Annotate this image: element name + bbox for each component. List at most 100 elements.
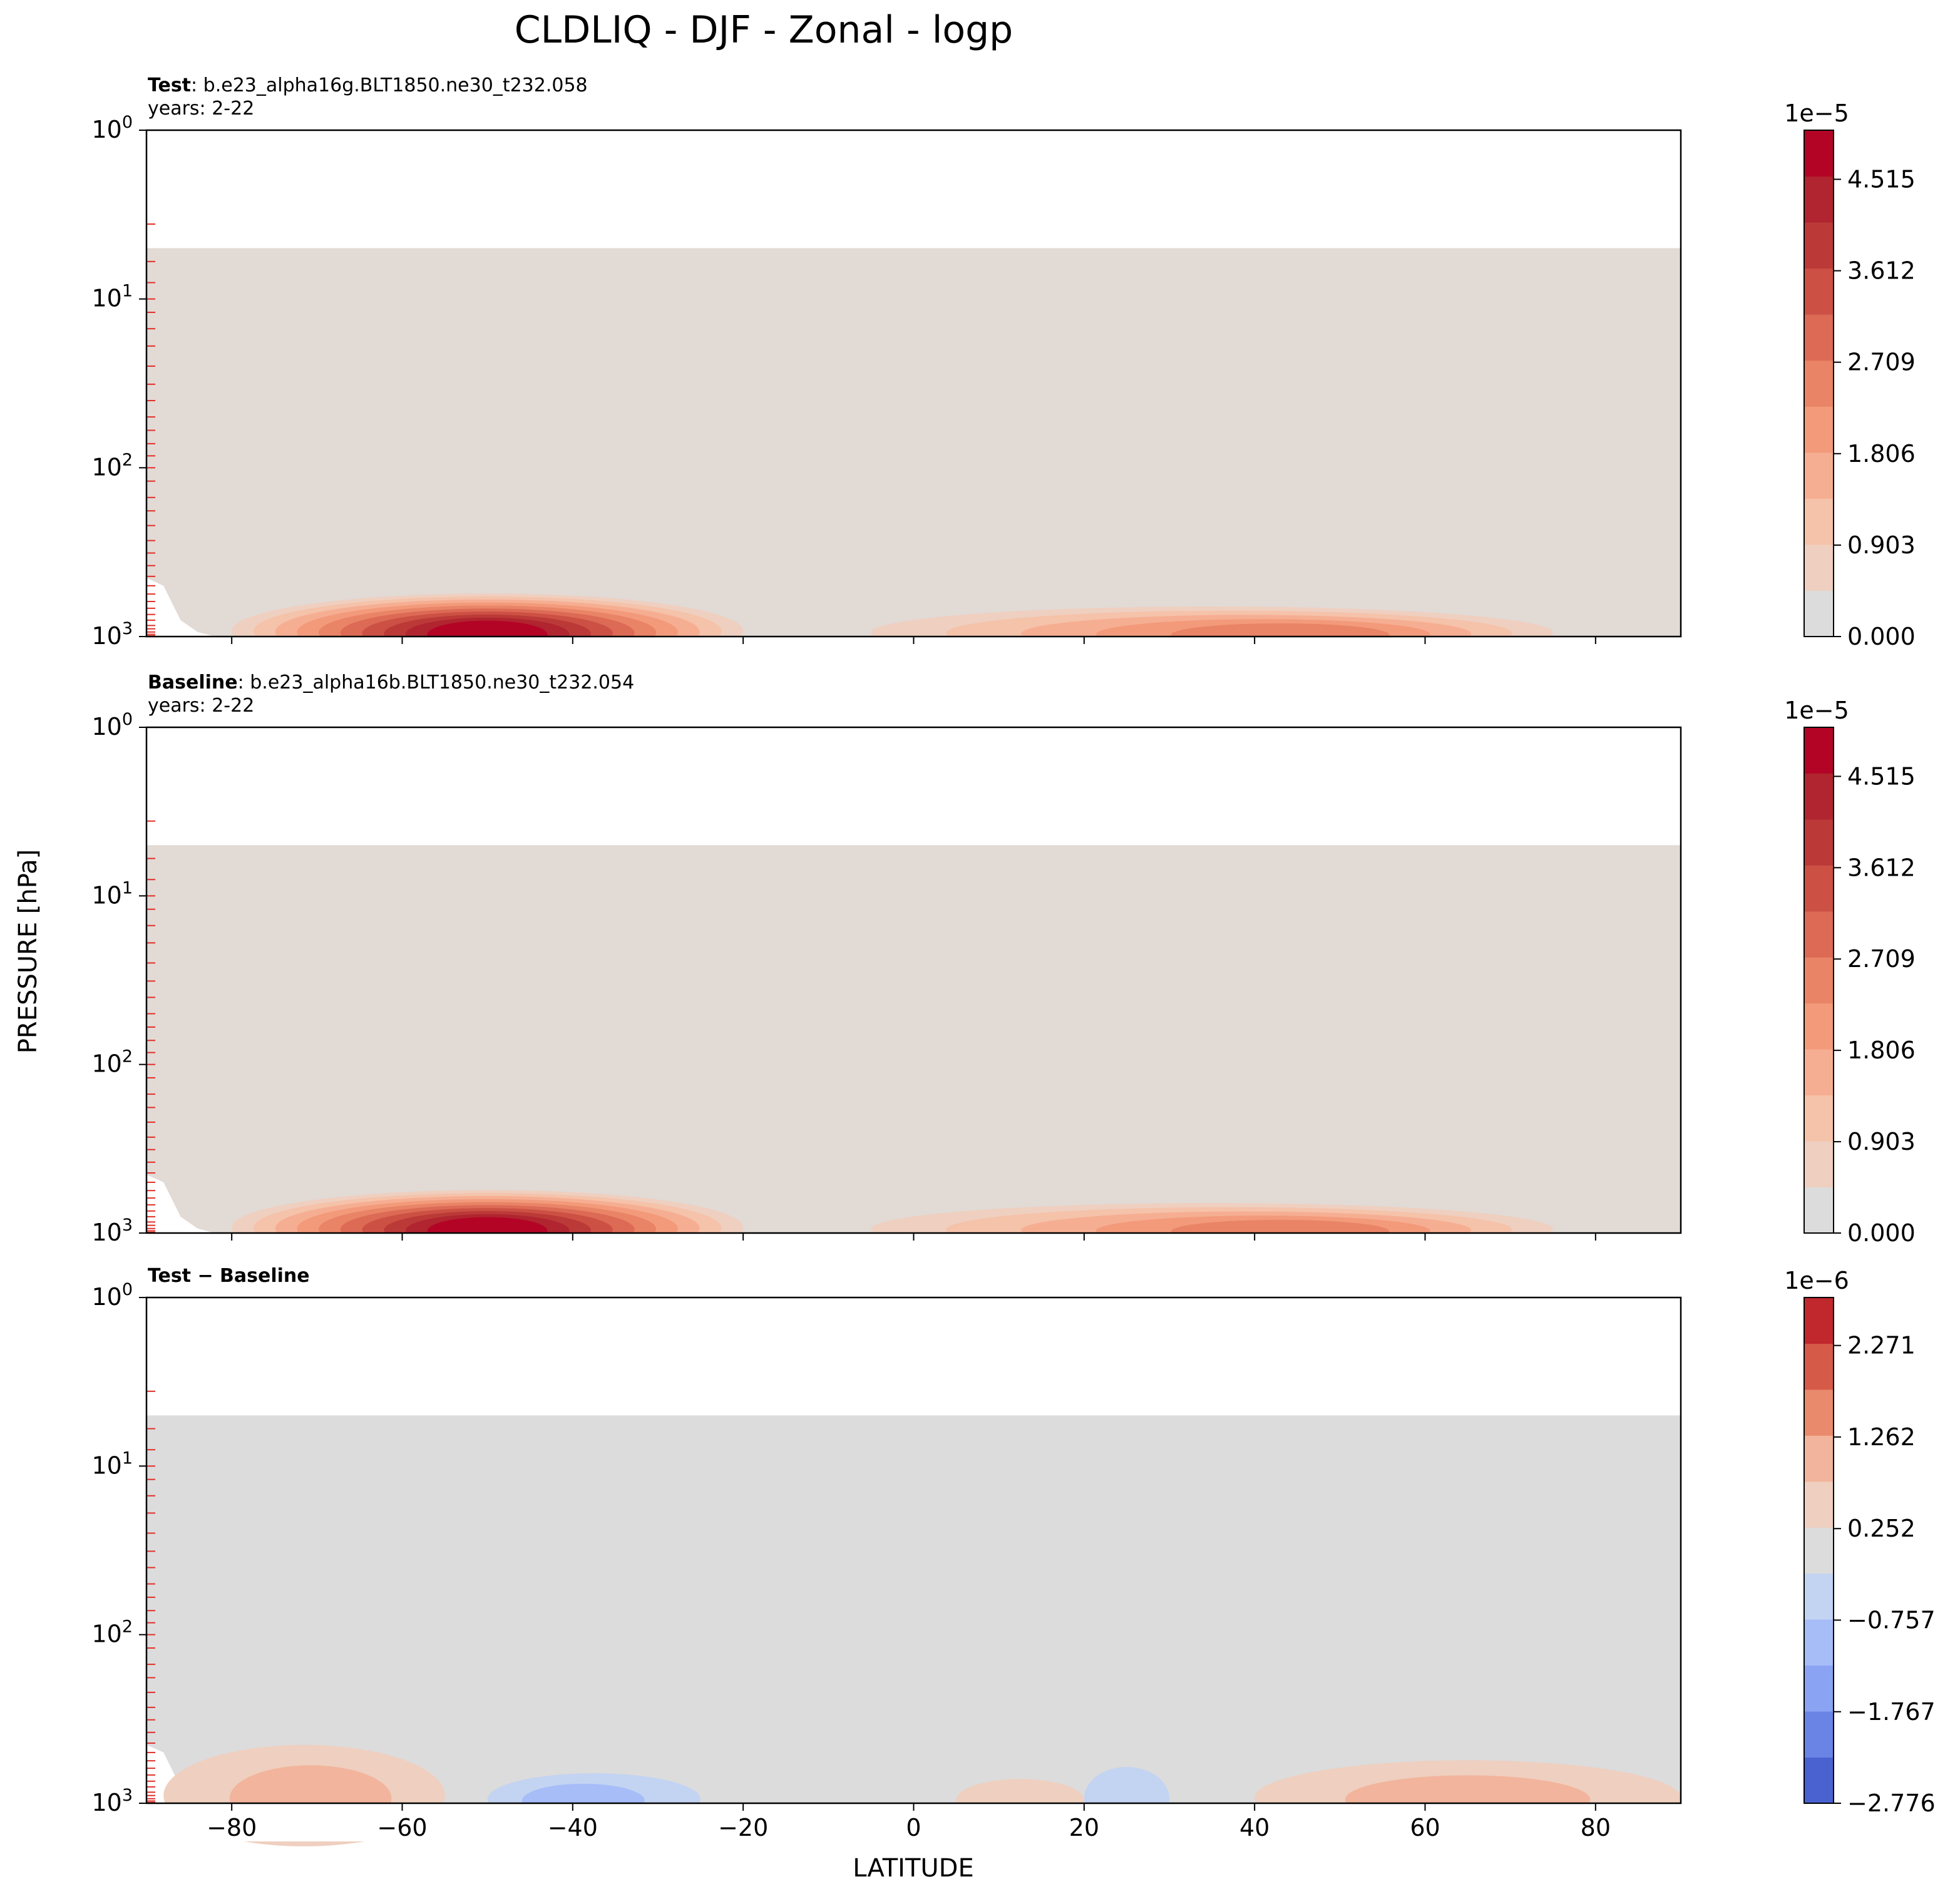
colorbar-tick-label: 0.252 bbox=[1847, 1515, 1916, 1542]
panel-difference: Test − Baseline−80 −60 −40 −20 0 20 40 60 801001… bbox=[91, 1265, 1936, 1846]
colorbar-band bbox=[1804, 1619, 1834, 1666]
colorbar-band bbox=[1804, 727, 1834, 774]
colorbar-tick-label: 3.612 bbox=[1847, 854, 1916, 881]
y-tick-label-base: 10 bbox=[91, 1620, 121, 1648]
y-tick-label-exponent: 3 bbox=[122, 619, 133, 638]
colorbar-band bbox=[1804, 176, 1834, 223]
colorbar-band bbox=[1804, 1141, 1834, 1188]
colorbar-band bbox=[1804, 1573, 1834, 1620]
colorbar-tick-label: 0.903 bbox=[1847, 531, 1916, 559]
colorbar-band bbox=[1804, 1481, 1834, 1528]
y-tick-label-exponent: 2 bbox=[122, 1047, 133, 1067]
panel-label-text: : b.e23_alpha16g.BLT1850.ne30_t232.058 bbox=[191, 74, 588, 96]
y-tick-label-exponent: 3 bbox=[122, 1216, 133, 1235]
x-tick-label: 60 bbox=[1410, 1814, 1440, 1841]
colorbar-band bbox=[1804, 957, 1834, 1004]
colorbar-band bbox=[1804, 1343, 1834, 1390]
y-tick-label-base: 10 bbox=[91, 1219, 121, 1246]
y-tick-label-base: 10 bbox=[91, 881, 121, 909]
y-tick-label-base: 10 bbox=[91, 453, 121, 481]
panels: Test: b.e23_alpha16g.BLT1850.ne30_t232.0… bbox=[91, 74, 1936, 1846]
colorbar-band bbox=[1804, 1757, 1834, 1804]
x-tick-label: −40 bbox=[548, 1814, 598, 1841]
panel-test: Test: b.e23_alpha16g.BLT1850.ne30_t232.0… bbox=[91, 74, 1916, 675]
colorbar-frame bbox=[1804, 727, 1834, 1234]
y-tick-label-base: 10 bbox=[91, 116, 121, 143]
colorbar-tick-label: −2.776 bbox=[1847, 1789, 1936, 1817]
y-tick-label-exponent: 2 bbox=[122, 450, 133, 469]
panel-baseline: Baseline: b.e23_alpha16b.BLT1850.ne30_t2… bbox=[91, 672, 1916, 1271]
y-tick-label: 103 bbox=[91, 619, 133, 650]
y-tick-label: 100 bbox=[91, 1280, 133, 1311]
colorbar-multiplier: 1e−5 bbox=[1784, 697, 1849, 724]
colorbar-tick-label: 4.515 bbox=[1847, 762, 1916, 790]
colorbar-tick-label: 1.262 bbox=[1847, 1423, 1916, 1451]
y-tick-label-base: 10 bbox=[91, 1451, 121, 1479]
colorbar-band bbox=[1804, 452, 1834, 499]
y-tick-label-base: 10 bbox=[91, 713, 121, 740]
figure-title: CLDLIQ - DJF - Zonal - logp bbox=[515, 8, 1013, 52]
colorbar-band bbox=[1804, 865, 1834, 912]
colorbar: 0.000 0.903 1.806 2.709 3.612 4.515 1e−5 bbox=[1784, 100, 1916, 650]
y-tick-label-exponent: 1 bbox=[122, 282, 133, 301]
y-tick-label: 101 bbox=[91, 1448, 133, 1479]
y-tick-label-base: 10 bbox=[91, 1789, 121, 1816]
panel-label: Test: b.e23_alpha16g.BLT1850.ne30_t232.0… bbox=[148, 74, 588, 96]
colorbar-tick-label: −0.757 bbox=[1847, 1606, 1936, 1634]
colorbar: 0.000 0.903 1.806 2.709 3.612 4.515 1e−5 bbox=[1784, 697, 1916, 1247]
colorbar-tick-label: 0.000 bbox=[1847, 623, 1916, 650]
colorbar-band bbox=[1804, 1711, 1834, 1758]
x-tick-label: 20 bbox=[1069, 1814, 1099, 1841]
colorbar-band bbox=[1804, 314, 1834, 361]
y-tick-label-base: 10 bbox=[91, 1283, 121, 1311]
y-tick-label-exponent: 3 bbox=[122, 1786, 133, 1805]
colorbar-band bbox=[1804, 544, 1834, 591]
panel-subtitle: years: 2-22 bbox=[148, 98, 254, 120]
colorbar-band bbox=[1804, 819, 1834, 866]
colorbar-band bbox=[1804, 1095, 1834, 1142]
y-tick-label-exponent: 0 bbox=[122, 710, 133, 729]
above-data-region bbox=[146, 130, 1681, 248]
y-tick-label-base: 10 bbox=[91, 285, 121, 312]
colorbar-band bbox=[1804, 360, 1834, 407]
colorbar-band bbox=[1804, 773, 1834, 820]
y-tick-label-base: 10 bbox=[91, 1050, 121, 1078]
y-tick-label: 102 bbox=[91, 1047, 133, 1078]
colorbar-tick-label: 0.000 bbox=[1847, 1219, 1916, 1247]
data-region-fill bbox=[146, 845, 1681, 1233]
colorbar-tick-label: 2.271 bbox=[1847, 1332, 1916, 1359]
y-tick-label: 102 bbox=[91, 1617, 133, 1648]
colorbar-band bbox=[1804, 498, 1834, 545]
x-tick-label: −80 bbox=[207, 1814, 257, 1841]
colorbar-tick-label: 3.612 bbox=[1847, 257, 1916, 285]
panel-label-bold: Test bbox=[148, 74, 191, 96]
x-tick-label: −20 bbox=[718, 1814, 768, 1841]
panel-label: Test − Baseline bbox=[148, 1265, 310, 1287]
colorbar: −2.776 −1.767 −0.757 0.252 1.262 2.271 1e−6 bbox=[1784, 1267, 1935, 1817]
x-tick-label: 40 bbox=[1239, 1814, 1270, 1841]
colorbar-tick-label: 1.806 bbox=[1847, 1037, 1916, 1064]
above-data-region bbox=[146, 1298, 1681, 1416]
colorbar-band bbox=[1804, 590, 1834, 637]
colorbar-band bbox=[1804, 130, 1834, 177]
above-data-region bbox=[146, 727, 1681, 846]
y-tick-label-exponent: 1 bbox=[122, 878, 133, 898]
panel-label-bold: Test − Baseline bbox=[148, 1265, 310, 1287]
colorbar-band bbox=[1804, 1187, 1834, 1234]
colorbar-tick-label: 1.806 bbox=[1847, 440, 1916, 468]
colorbar-band bbox=[1804, 406, 1834, 453]
x-tick-label: −60 bbox=[377, 1814, 427, 1841]
colorbar-band bbox=[1804, 1389, 1834, 1436]
data-region-fill bbox=[146, 1415, 1681, 1803]
y-tick-label-exponent: 1 bbox=[122, 1448, 133, 1468]
panel-label: Baseline: b.e23_alpha16b.BLT1850.ne30_t2… bbox=[148, 672, 634, 694]
y-tick-label-exponent: 0 bbox=[122, 1280, 133, 1299]
colorbar-band bbox=[1804, 911, 1834, 958]
y-tick-label: 102 bbox=[91, 450, 133, 481]
colorbar-frame bbox=[1804, 1297, 1834, 1804]
colorbar-band bbox=[1804, 1435, 1834, 1482]
colorbar-multiplier: 1e−6 bbox=[1784, 1267, 1849, 1294]
colorbar-band bbox=[1804, 1665, 1834, 1712]
colorbar-tick-label: 2.709 bbox=[1847, 349, 1916, 376]
